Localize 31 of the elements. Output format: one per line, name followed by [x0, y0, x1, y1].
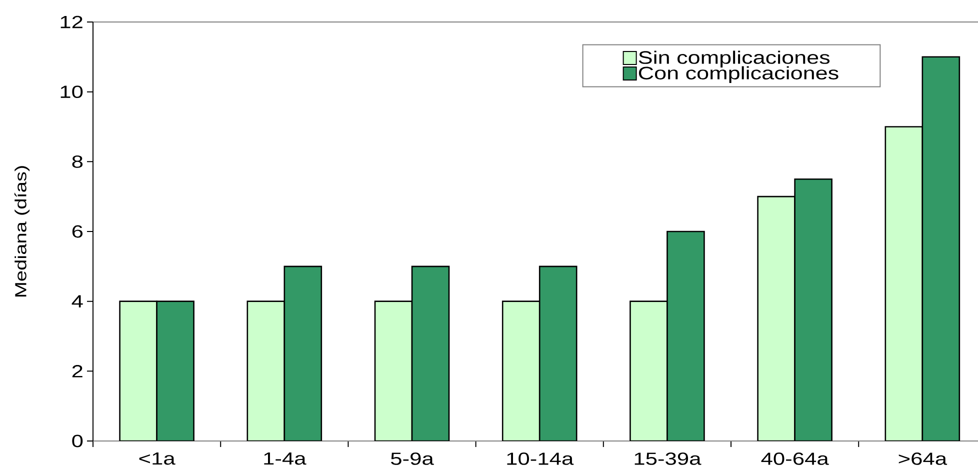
- bar: [119, 300, 158, 441]
- x-tick-label: <1a: [139, 452, 176, 465]
- x-tick-label: 10-14a: [507, 452, 574, 465]
- bar: [502, 300, 540, 441]
- y-tick-label: 10: [60, 86, 83, 98]
- y-tick-label: 6: [72, 225, 83, 238]
- y-tick-label: 12: [60, 16, 82, 28]
- legend-label: Con complicaciones: [638, 66, 838, 84]
- bar: [246, 300, 286, 441]
- legend-label: Sin complicaciones: [638, 50, 830, 68]
- bar: [922, 56, 960, 441]
- bar: [538, 266, 578, 441]
- bar: [284, 266, 322, 441]
- x-tick-label: 40-64a: [761, 452, 829, 465]
- x-tick-label: >64a: [898, 452, 948, 465]
- x-tick-label: 5-9a: [390, 452, 434, 465]
- bar: [794, 178, 832, 441]
- bar: [374, 300, 413, 441]
- y-tick-label: 4: [72, 295, 83, 308]
- y-tick-label: 2: [72, 365, 82, 378]
- bar: [411, 266, 450, 441]
- y-tick-label: 0: [72, 434, 83, 448]
- bar: [666, 230, 705, 441]
- y-tick-label: 8: [72, 155, 83, 168]
- y-axis-title: Mediana (días): [14, 166, 30, 297]
- bar: [630, 300, 668, 441]
- bar: [156, 300, 194, 441]
- bar: [757, 196, 796, 441]
- x-tick-label: 1-4a: [264, 452, 306, 465]
- x-tick-label: 15-39a: [634, 452, 702, 465]
- bar: [884, 126, 924, 441]
